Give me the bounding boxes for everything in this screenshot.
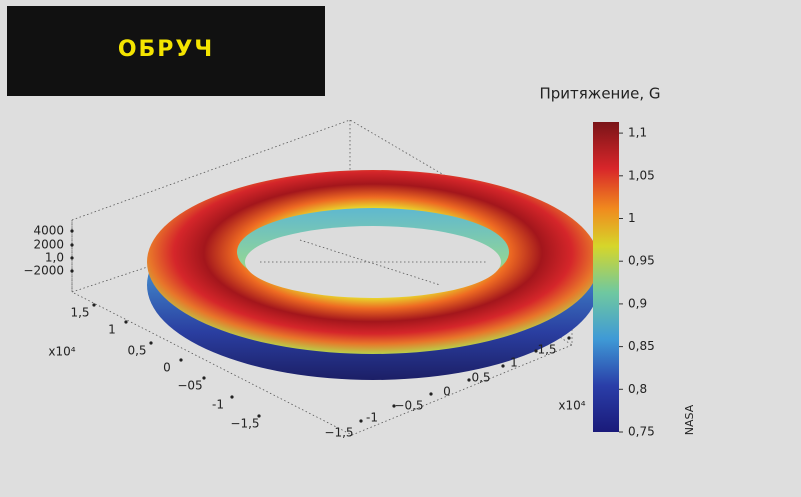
z-tick-label: 1,0 <box>45 251 64 265</box>
x-tick <box>230 395 234 399</box>
z-tick-label: 4000 <box>33 224 64 238</box>
y-tick <box>359 419 363 423</box>
x-tick <box>124 320 128 324</box>
x-tick-label: 1 <box>108 323 116 337</box>
x-tick <box>202 376 206 380</box>
x-tick-label: 0,5 <box>127 344 146 358</box>
colorbar-tick-label: 1,05 <box>628 168 655 182</box>
y-tick <box>501 364 505 368</box>
colorbar-tick-label: 0,75 <box>628 425 655 439</box>
z-tick <box>70 256 74 260</box>
colorbar-tick-label: 0,8 <box>628 382 647 396</box>
z-tick-label: −2000 <box>23 264 64 278</box>
axes-box <box>71 119 573 436</box>
y-tick-label: 1,5 <box>537 343 556 357</box>
x-tick <box>149 341 153 345</box>
y-tick-label: 0 <box>443 385 451 399</box>
colorbar-label: Притяжение, G <box>540 85 661 103</box>
y-tick-label: −0,5 <box>394 399 423 413</box>
x-scale-label: x10⁴ <box>48 345 75 359</box>
y-tick <box>392 404 396 408</box>
y-tick <box>467 378 471 382</box>
z-tick <box>70 269 74 273</box>
x-tick <box>92 303 96 307</box>
colorbar-scale-label: x10⁴ <box>558 399 585 413</box>
x-tick-label: 1,5 <box>70 306 89 320</box>
z-tick <box>70 229 74 233</box>
x-tick <box>257 414 261 418</box>
y-tick <box>429 392 433 396</box>
y-tick-label: 1 <box>510 356 518 370</box>
y-tick-label: -1 <box>366 411 378 425</box>
y-tick-label: 0,5 <box>471 371 490 385</box>
y-tick-label: −1,5 <box>324 426 353 440</box>
colorbar-tick-label: 1,1 <box>628 126 647 140</box>
x-tick-label: −1,5 <box>230 417 259 431</box>
credit: NASA <box>683 404 696 435</box>
colorbar-tick-label: 0,85 <box>628 339 655 353</box>
colorbar-tick-label: 0,95 <box>628 254 655 268</box>
x-tick-label: 0 <box>163 361 171 375</box>
y-tick <box>534 349 538 353</box>
colorbar <box>593 122 619 432</box>
colorbar-tick-label: 1 <box>628 211 636 225</box>
chart-title: ОБРУЧ <box>118 37 214 62</box>
x-tick-label: −05 <box>177 379 202 393</box>
z-tick <box>70 243 74 247</box>
title-box <box>7 6 325 96</box>
x-tick <box>179 358 183 362</box>
torus <box>147 170 599 380</box>
x-tick-label: -1 <box>212 398 224 412</box>
colorbar-tick-label: 0,9 <box>628 296 647 310</box>
z-tick-label: 2000 <box>33 238 64 252</box>
y-tick <box>567 336 571 340</box>
